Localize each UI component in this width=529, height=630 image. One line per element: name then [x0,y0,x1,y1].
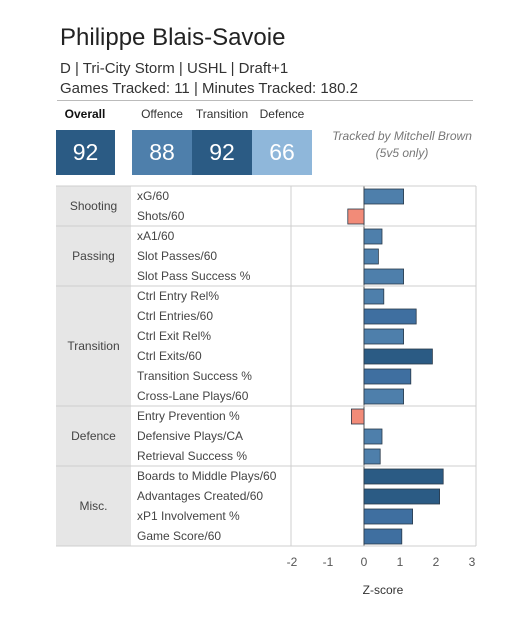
metric-bar [363,268,404,285]
metric-bar [363,368,412,385]
metric-bar [363,428,383,445]
defence-rating-value: 66 [269,139,295,165]
transition-label: Transition [195,107,249,121]
metric-label: Ctrl Entries/60 [137,309,213,323]
metric-label: Ctrl Entry Rel% [137,289,219,303]
metric-label: xG/60 [137,189,169,203]
group-label-cell [56,406,131,466]
tracker-note: Tracked by Mitchell Brown (5v5 only) [326,128,478,162]
metric-label: Slot Pass Success % [137,269,251,283]
metric-bar [363,328,404,345]
group-label: Defence [71,429,116,443]
metric-label: Game Score/60 [137,529,221,543]
group-label-cell [56,466,131,546]
transition-rating-value: 92 [209,139,235,165]
group-label-cell [56,286,131,406]
metric-label: Retrieval Success % [137,449,247,463]
x-axis-title: Z-score [363,583,404,597]
offence-label: Offence [141,107,183,121]
metric-bar [363,488,440,505]
header-divider [57,100,473,101]
metric-label: Boards to Middle Plays/60 [137,469,277,483]
overall-rating-tile: 92 [56,130,115,175]
metric-bar [363,388,404,405]
metric-label: Shots/60 [137,209,185,223]
metric-bar [347,208,365,225]
metric-label: Transition Success % [137,369,252,383]
metric-bar [363,468,444,485]
metric-bar [363,448,381,465]
tracker-note-line1: Tracked by Mitchell Brown [332,129,472,143]
metric-label: Ctrl Exit Rel% [137,329,211,343]
metric-bar [363,188,404,205]
transition-rating-tile: 92 [192,130,252,175]
offence-rating-value: 88 [149,139,175,165]
metric-bar [363,228,383,245]
group-label: Transition [67,339,119,353]
overall-label: Overall [64,107,106,121]
metric-label: xA1/60 [137,229,175,243]
defence-label: Defence [259,107,305,121]
metric-label: Defensive Plays/CA [137,429,243,443]
group-label-cell [56,226,131,286]
tracking-summary: Games Tracked: 11 | Minutes Tracked: 180… [60,80,358,97]
metric-bar [363,348,433,365]
metric-label: Entry Prevention % [137,409,240,423]
metric-label: xP1 Involvement % [137,509,240,523]
metric-bar [363,288,385,305]
metric-label: Cross-Lane Plays/60 [137,389,249,403]
player-info: D | Tri-City Storm | USHL | Draft+1 [60,60,289,77]
player-name: Philippe Blais-Savoie [60,24,286,51]
x-tick-label: 1 [397,555,404,569]
defence-rating-tile: 66 [252,130,312,175]
metric-label: Ctrl Exits/60 [137,349,202,363]
x-tick-label: 0 [361,555,368,569]
metric-label: Slot Passes/60 [137,249,217,263]
metric-label: Advantages Created/60 [137,489,263,503]
metric-bar [363,248,379,265]
tracker-note-line2: (5v5 only) [375,146,429,160]
x-tick-label: -2 [287,555,298,569]
offence-rating-tile: 88 [132,130,192,175]
x-tick-label: 2 [433,555,440,569]
overall-rating-value: 92 [72,139,99,165]
group-label: Passing [72,249,115,263]
group-label: Misc. [80,499,108,513]
group-label: Shooting [70,199,117,213]
group-label-cell [56,186,131,226]
metric-bar [363,308,417,325]
x-tick-label: 3 [469,555,476,569]
metric-bar [363,528,403,545]
metric-bar [350,408,365,425]
metric-bar [363,508,413,525]
x-tick-label: -1 [323,555,334,569]
